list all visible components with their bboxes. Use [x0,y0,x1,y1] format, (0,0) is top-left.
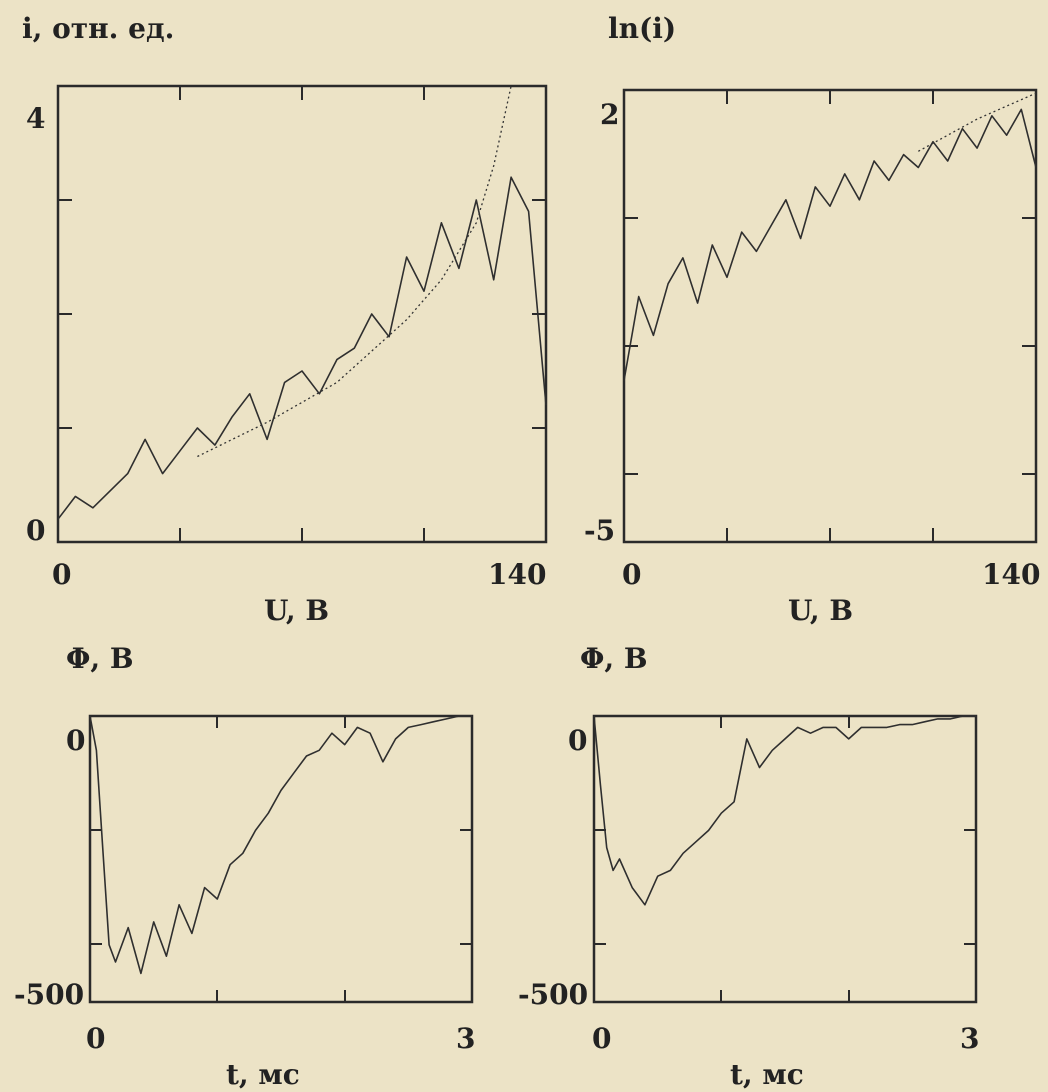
panel-b-xlabel: U, В [788,594,853,627]
panel-a-frame [56,84,548,544]
panel-a-trend-dotted [197,85,512,458]
panel-d-frame [592,714,978,1004]
panel-d-xtick-right: 3 [960,1022,979,1055]
panel-b-ytick-top: 2 [600,98,619,131]
panel-b-series-0 [623,108,1037,381]
panel-b-ticks [624,90,1036,542]
panel-c-series-0 [89,715,472,975]
panel-a-xtick-right: 140 [488,558,546,591]
panel-c: Φ, В 0 -500 0 3 t, мс [14,642,475,1091]
panel-c-ytick-top: 0 [66,724,85,757]
panel-a: i, отн. ед. 4 0 0 140 U, В [22,12,548,627]
panel-c-ytick-bottom: -500 [14,978,84,1011]
panel-d-ytick-bottom: -500 [518,978,588,1011]
panel-a-ylabel: i, отн. ед. [22,12,174,45]
panel-a-ytick-bottom: 0 [26,514,45,547]
panel-d-ticks [594,716,976,1002]
panel-b-frame [622,88,1038,544]
panel-d-ylabel: Φ, В [580,642,648,675]
panel-d-ytick-top: 0 [568,724,587,757]
panel-b-ytick-bottom: -5 [584,514,615,547]
panel-d-xlabel: t, мс [730,1058,804,1091]
panel-b-xtick-left: 0 [622,558,641,591]
panel-a-series-0 [57,176,547,520]
panel-b-trend-dotted [917,92,1037,152]
panel-c-ticks [90,716,472,1002]
panel-d-series-0 [593,715,976,906]
panel-b-xtick-right: 140 [982,558,1040,591]
panel-d: Φ, В 0 -500 0 3 t, мс [518,642,979,1091]
panel-a-ticks [58,86,546,542]
panel-c-ylabel: Φ, В [66,642,134,675]
panel-c-xlabel: t, мс [226,1058,300,1091]
panel-a-xlabel: U, В [264,594,329,627]
panel-c-xtick-left: 0 [86,1022,105,1055]
panel-c-frame [88,714,474,1004]
panel-c-xtick-right: 3 [456,1022,475,1055]
panel-a-ytick-top: 4 [26,102,45,135]
panel-b-ylabel: ln(i) [608,12,676,45]
panel-a-xtick-left: 0 [52,558,71,591]
panel-d-xtick-left: 0 [592,1022,611,1055]
panel-b: ln(i) 2 -5 0 140 U, В [584,12,1040,627]
